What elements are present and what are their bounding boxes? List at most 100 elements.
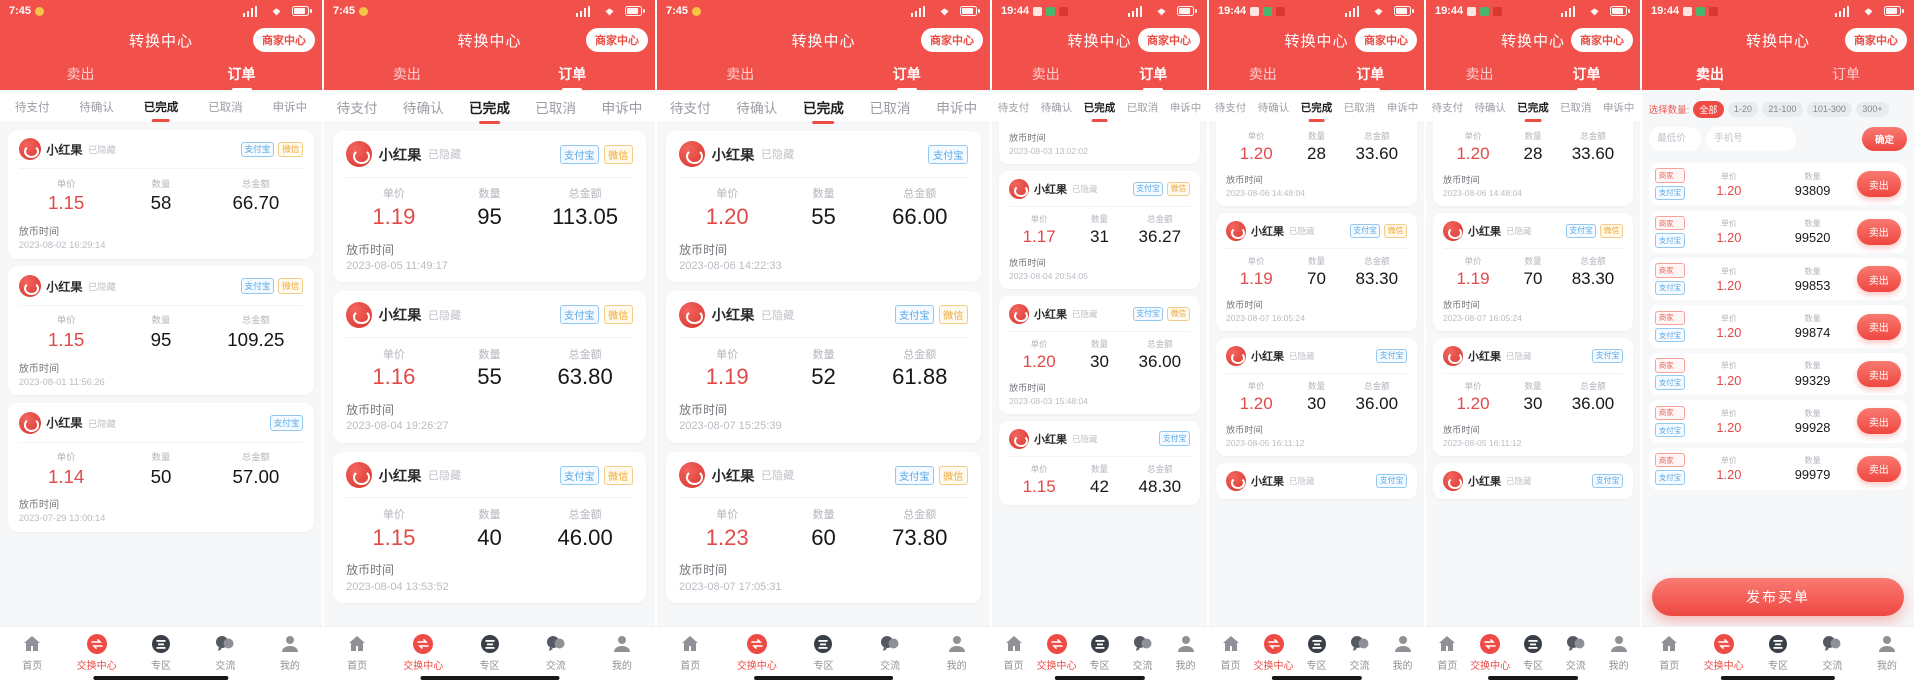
tab-orders[interactable]: 订单: [161, 64, 322, 84]
order-card[interactable]: 小红果 已隐藏 支付宝 微信 单价 1.15 数量 95 总金额 109.25 放币时间 2023-0…: [7, 266, 315, 396]
status-tab-1[interactable]: 待确认: [736, 101, 778, 116]
status-tab-2[interactable]: 已完成: [456, 97, 522, 117]
nav-item-zone[interactable]: 专区: [1512, 633, 1555, 672]
status-tab-1[interactable]: 待确认: [1040, 101, 1073, 114]
status-tab-4[interactable]: 申诉中: [1386, 101, 1419, 114]
home-indicator[interactable]: [1054, 676, 1145, 680]
order-list[interactable]: 待支付 待确认 已完成 已取消 申诉中 小红果 已隐藏 支付宝 单价 1.20 数量 55 总金额 66.…: [657, 90, 990, 626]
nav-item-chat[interactable]: 交流: [857, 633, 924, 672]
order-list[interactable]: 待支付 待确认 已完成 已取消 申诉中 单价 1.20 数量 28 总金额 33.60 放币时间 202…: [1426, 90, 1640, 626]
status-tab-0[interactable]: 待支付: [669, 101, 711, 116]
status-tab-1[interactable]: 待确认: [1257, 101, 1290, 114]
nav-item-zone[interactable]: 专区: [790, 633, 857, 672]
order-card[interactable]: 小红果 已隐藏 支付宝 微信 单价 1.19 数量 70 总金额 83.30 放币时间 2023-08…: [1433, 212, 1633, 331]
nav-item-zone[interactable]: 专区: [1751, 633, 1805, 672]
nav-item-chat[interactable]: 交流: [1121, 633, 1164, 672]
tab-sell[interactable]: 卖出: [1642, 64, 1778, 84]
publish-buy-order-button[interactable]: 发布买单: [1652, 578, 1904, 616]
order-list[interactable]: 待支付 待确认 已完成 已取消 申诉中 放币时间 2023-08-03 13:02:02 小红…: [992, 90, 1207, 626]
tab-orders[interactable]: 订单: [1832, 66, 1860, 82]
status-tab-3[interactable]: 已取消: [1560, 101, 1592, 114]
status-tab-2[interactable]: 已完成: [1512, 100, 1555, 115]
status-tab-2[interactable]: 已完成: [1078, 100, 1121, 115]
merchant-center-button[interactable]: 商家中心: [1355, 28, 1417, 52]
status-tab-1[interactable]: 待确认: [1474, 101, 1506, 114]
order-card[interactable]: 小红果 已隐藏 支付宝 微信 单价 1.15 数量 40 总金额 46.00 放币时间 2023-08…: [333, 451, 646, 603]
sell-row[interactable]: 商家 支付宝 单价 1.20 数量 99520 卖出: [1648, 210, 1908, 253]
status-tab-3[interactable]: 已取消: [1343, 101, 1376, 114]
status-tab-4[interactable]: 申诉中: [1602, 101, 1635, 114]
status-tab-4[interactable]: 申诉中: [936, 101, 978, 116]
nav-item-exchange-center[interactable]: 交换中心: [390, 633, 456, 672]
order-card-cut[interactable]: 放币时间 2023-08-03 13:02:02: [999, 122, 1200, 164]
nav-item-chat[interactable]: 交流: [193, 633, 257, 672]
filter-chip-4[interactable]: 300+: [1856, 102, 1889, 117]
tab-sell[interactable]: 卖出: [1031, 66, 1060, 82]
sell-button[interactable]: 卖出: [1856, 171, 1901, 198]
nav-item-exchange-center[interactable]: 交换中心: [724, 633, 791, 672]
sell-row[interactable]: 商家 支付宝 单价 1.20 数量 99928 卖出: [1648, 400, 1908, 443]
tab-orders[interactable]: 订单: [1317, 64, 1425, 84]
nav-item-profile[interactable]: 我的: [1164, 633, 1207, 672]
nav-item-profile[interactable]: 我的: [1381, 633, 1424, 672]
status-tab-3[interactable]: 已取消: [869, 101, 911, 116]
order-card[interactable]: 小红果 已隐藏 支付宝 单价 1.20 数量 30 总金额 36.00 放币时间 2023-08-0…: [1433, 337, 1633, 456]
sell-button[interactable]: 卖出: [1856, 313, 1901, 340]
nav-item-home[interactable]: 首页: [992, 633, 1035, 672]
order-card[interactable]: 小红果 已隐藏 支付宝 微信 单价 1.19 数量 52 总金额 61.88 放币时间 2023-08…: [666, 291, 981, 443]
sell-button[interactable]: 卖出: [1856, 408, 1901, 435]
tab-sell[interactable]: 卖出: [392, 66, 421, 82]
status-tab-0[interactable]: 待支付: [997, 101, 1030, 114]
merchant-center-button[interactable]: 商家中心: [586, 28, 648, 52]
status-tab-0[interactable]: 待支付: [336, 101, 378, 116]
order-card[interactable]: 小红果 已隐藏 支付宝 微信 单价 1.20 数量 30 总金额 36.00 放币时间 2023-08…: [999, 295, 1200, 414]
min-price-input[interactable]: [1648, 126, 1701, 152]
status-tab-3[interactable]: 已取消: [208, 102, 243, 114]
nav-item-chat[interactable]: 交流: [1805, 633, 1859, 672]
status-tab-2[interactable]: 已完成: [129, 99, 193, 115]
status-tab-0[interactable]: 待支付: [1431, 101, 1464, 114]
order-card[interactable]: 小红果 已隐藏 支付宝 单价 1.20 数量 30 总金额 36.00 放币时间 2023-08-0…: [1216, 337, 1417, 456]
nav-item-zone[interactable]: 专区: [1295, 633, 1338, 672]
status-tab-1[interactable]: 待确认: [79, 102, 114, 114]
order-card[interactable]: 小红果 已隐藏 支付宝 微信 单价 1.15 数量 58 总金额 66.70 放币时间 2023-08…: [7, 129, 315, 259]
order-list[interactable]: 待支付 待确认 已完成 已取消 申诉中 小红果 已隐藏 支付宝 微信 单价 1.19 数量 95 总金额 1…: [324, 90, 655, 626]
tab-sell[interactable]: 卖出: [1248, 66, 1277, 82]
nav-item-profile[interactable]: 我的: [258, 633, 322, 672]
sell-row[interactable]: 商家 支付宝 单价 1.20 数量 99329 卖出: [1648, 352, 1908, 396]
nav-item-profile[interactable]: 我的: [923, 633, 990, 672]
status-tab-4[interactable]: 申诉中: [272, 102, 308, 114]
filter-chip-3[interactable]: 101-300: [1806, 102, 1853, 117]
status-tab-3[interactable]: 已取消: [1126, 101, 1159, 114]
nav-item-zone[interactable]: 专区: [129, 633, 193, 672]
home-indicator[interactable]: [1488, 676, 1578, 680]
nav-item-zone[interactable]: 专区: [1078, 633, 1121, 672]
nav-item-profile[interactable]: 我的: [1597, 633, 1640, 672]
sell-row[interactable]: 商家 支付宝 单价 1.20 数量 99979 卖出: [1648, 447, 1908, 490]
order-card[interactable]: 小红果 已隐藏 支付宝: [1216, 462, 1417, 499]
nav-item-exchange-center[interactable]: 交换中心: [1252, 633, 1295, 672]
nav-item-zone[interactable]: 专区: [456, 633, 522, 672]
order-list[interactable]: 待支付 待确认 已完成 已取消 申诉中 单价 1.20 数量 28 总金额 33.60 放币时间 202…: [1209, 90, 1424, 626]
nav-item-profile[interactable]: 我的: [589, 633, 655, 672]
merchant-center-button[interactable]: 商家中心: [1571, 28, 1633, 52]
order-card[interactable]: 小红果 已隐藏 支付宝 单价 1.14 数量 50 总金额 57.00 放币时间 2023-07-2…: [7, 403, 315, 533]
filter-chip-1[interactable]: 1-20: [1727, 102, 1759, 117]
status-tab-0[interactable]: 待支付: [14, 102, 50, 114]
home-indicator[interactable]: [753, 676, 894, 680]
sell-row[interactable]: 商家 支付宝 单价 1.20 数量 99874 卖出: [1648, 305, 1908, 348]
nav-item-home[interactable]: 首页: [324, 633, 390, 672]
home-indicator[interactable]: [1271, 676, 1362, 680]
nav-item-exchange-center[interactable]: 交换中心: [1696, 633, 1750, 672]
nav-item-profile[interactable]: 我的: [1860, 633, 1914, 672]
home-indicator[interactable]: [93, 676, 229, 680]
sell-button[interactable]: 卖出: [1856, 361, 1901, 387]
order-card-cut[interactable]: 单价 1.20 数量 28 总金额 33.60 放币时间 2023-08-06 14:48:0…: [1216, 122, 1417, 206]
confirm-button[interactable]: 确定: [1861, 127, 1908, 151]
sell-row[interactable]: 商家 支付宝 单价 1.20 数量 93809 卖出: [1648, 163, 1908, 206]
merchant-center-button[interactable]: 商家中心: [921, 28, 983, 52]
order-card[interactable]: 小红果 已隐藏 支付宝 单价 1.15 数量 42 总金额 48.30: [999, 420, 1200, 505]
status-tab-4[interactable]: 申诉中: [601, 101, 643, 116]
status-tab-2[interactable]: 已完成: [1295, 100, 1338, 115]
home-indicator[interactable]: [1720, 676, 1836, 680]
